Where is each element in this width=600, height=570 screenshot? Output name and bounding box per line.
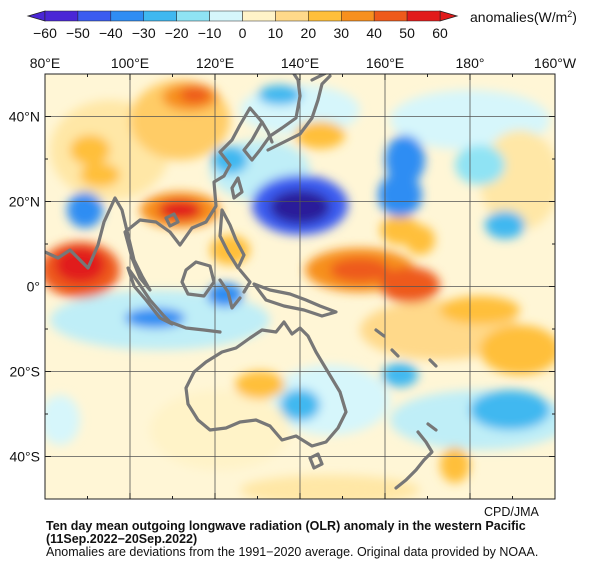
lon-label: 100°E (111, 55, 149, 71)
map-area (45, 74, 555, 499)
colorbar-segment (242, 10, 276, 22)
colorbar-tick-label: 10 (268, 25, 284, 41)
colorbar-segment (77, 10, 112, 22)
colorbar-tick-label: 0 (239, 25, 247, 41)
colorbar-tick-label: −30 (132, 25, 156, 41)
caption-title-line2: (11Sep.2022−20Sep.2022) (46, 532, 198, 546)
colorbar-tick-label: 30 (333, 25, 349, 41)
new-zealand-coastline (394, 422, 438, 490)
frame-ticks (44, 73, 556, 500)
lat-label: 20°N (9, 194, 40, 210)
lon-label: 140°E (281, 55, 319, 71)
lon-label: 160°W (534, 55, 577, 71)
taiwan-coastline (230, 176, 244, 200)
colorbar-tick-label: 50 (399, 25, 415, 41)
coastlines (45, 74, 438, 490)
colorbar-tick-label: −40 (99, 25, 123, 41)
colorbar-tick-label: 20 (301, 25, 317, 41)
korea-coastline (260, 120, 274, 144)
lat-label: 0° (27, 279, 40, 295)
latitude-labels: 40°N 20°N 0° 20°S 40°S (9, 109, 40, 465)
lat-label: 40°N (9, 109, 40, 125)
colorbar-segment (308, 10, 342, 22)
lon-label: 180° (456, 55, 485, 71)
caption-title-line1: Ten day mean outgoing longwave radiation… (46, 519, 526, 533)
new-guinea-coastline (252, 282, 338, 318)
colorbar-segment (143, 10, 177, 22)
caption-note: Anomalies are deviations from the 1991−2… (46, 545, 539, 559)
lat-lon-grid (45, 74, 555, 499)
borneo-coastline (180, 260, 216, 298)
philippines-coastline (218, 208, 252, 294)
lon-label: 160°E (366, 55, 404, 71)
colorbar-tick-label: −50 (66, 25, 90, 41)
colorbar-segment (110, 10, 145, 22)
lat-label: 40°S (9, 449, 40, 465)
tasmania-coastline (308, 452, 324, 470)
colorbar-tick-label: 60 (432, 25, 448, 41)
colorbar-units-label: anomalies(W/m2) (470, 9, 577, 25)
longitude-labels: 80°E 100°E 120°E 140°E 160°E 180° 160°W (30, 55, 577, 71)
colorbar-tick-label: −10 (198, 25, 222, 41)
colorbar-segment (341, 10, 375, 22)
colorbar-segment (176, 10, 210, 22)
colorbar-tick-label: 40 (366, 25, 382, 41)
pacific-islands-coastline (374, 328, 438, 368)
lon-label: 80°E (30, 55, 61, 71)
colorbar-segment (373, 10, 408, 22)
sulawesi-coastline (218, 278, 242, 310)
colorbar-segment (406, 10, 441, 22)
hainan-coastline (164, 212, 180, 228)
japan-coastline (266, 74, 332, 152)
lat-label: 20°S (9, 364, 40, 380)
caption: Ten day mean outgoing longwave radiation… (46, 520, 586, 559)
colorbar: −60 −50 −40 −30 −20 −10 0 10 20 30 40 50 60 (26, 10, 459, 41)
credit-label: CPD/JMA (484, 505, 539, 519)
colorbar-arrow-right (439, 10, 459, 22)
asia-coastline (45, 74, 302, 292)
colorbar-segment (44, 10, 79, 22)
colorbar-segment (209, 10, 243, 22)
australia-coastline (184, 320, 348, 448)
lon-label: 120°E (196, 55, 234, 71)
colorbar-segment (275, 10, 309, 22)
java-coastline (168, 320, 222, 334)
colorbar-tick-label: −20 (165, 25, 189, 41)
colorbar-arrow-left (26, 10, 46, 22)
colorbar-tick-label: −60 (33, 25, 57, 41)
